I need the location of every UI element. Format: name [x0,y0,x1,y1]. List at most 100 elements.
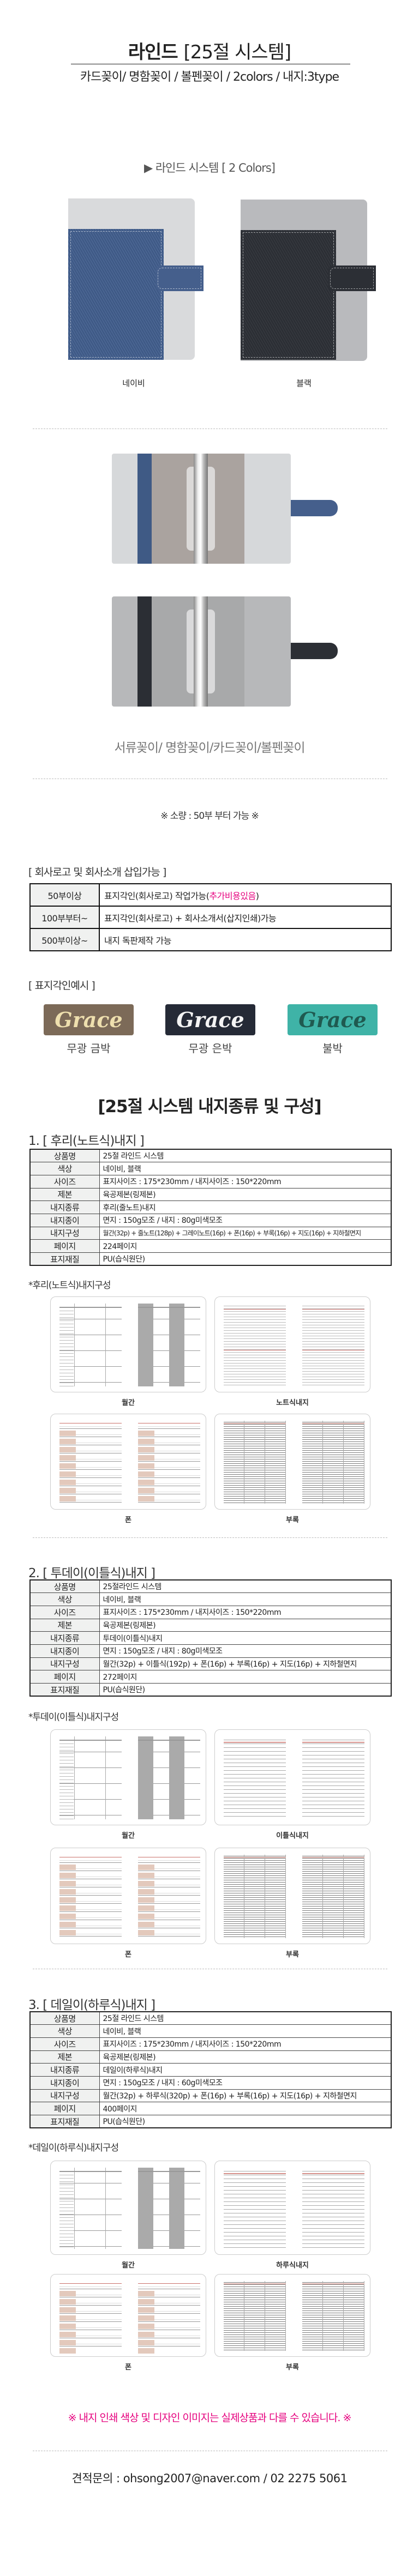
spec-value: 면지 : 150g모조 / 내지 : 80g미색모조 [99,1213,392,1227]
section-heading: 2. [ 투데이(이틀식)내지 ] [28,1566,155,1580]
spec-label: 제본 [29,1618,100,1632]
page-monthly [138,1736,200,1819]
description: 내지 독판제작 가능 [104,935,171,946]
qty-cell: 100부부터~ [29,906,100,929]
spec-label: 제본 [29,1187,100,1202]
spec-row: 제본 육공제본(링제본) [29,2050,392,2064]
spec-value: 월간(32p) + 줄노트(128p) + 그레이노트(16p) + 폰(16p… [99,1226,392,1240]
page-sample-caption: 부록 [286,2363,299,2372]
spec-value: 표지사이즈 : 175*230mm / 내지사이즈 : 150*220mm [99,1605,392,1619]
spec-row: 페이지 272페이지 [29,1670,392,1684]
page-phone [138,2281,200,2354]
phone-name-box [59,1439,76,1444]
spec-value: 면지 : 150g모조 / 내지 : 80g미색모조 [99,1644,392,1658]
spec-value: 육공제본(링제본) [99,1187,392,1202]
phone-name-box [59,2356,76,2357]
spec-value: 월간(32p) + 이틀식(192p) + 폰(16p) + 부록(16p) +… [99,1657,392,1671]
phone-name-box [59,2324,76,2329]
spec-table: 상품명 25절 라인드 시스템 색상 네이비, 블랙 사이즈 표지사이즈 : 175*23… [29,1149,392,1266]
phone-name-box [138,2340,154,2345]
phone-name-box [59,1889,76,1895]
stamp-label: 무광 금박 [67,1042,111,1055]
spec-label: 내지종류 [29,1631,100,1645]
spec-value: 후리(줄노트)내지 [99,1200,392,1214]
phone-name-box [138,1873,154,1878]
spec-label: 색상 [29,1162,100,1175]
spec-value: 표지사이즈 : 175*230mm / 내지사이즈 : 150*220mm [99,1174,392,1189]
phone-name-box [59,1905,76,1911]
page-sample-monthly [50,1296,206,1392]
spec-value: 네이비, 블랙 [99,2024,392,2038]
phone-name-box [138,1471,154,1477]
phone-name-box [59,2299,76,2304]
phone-name-box [59,1897,76,1903]
phone-name-box [59,1881,76,1886]
phone-name-box [138,1439,154,1444]
page-sample-caption: 노트식내지 [276,1399,309,1407]
spec-value: 224페이지 [99,1239,392,1253]
phone-name-box [138,1905,154,1911]
spec-label: 페이지 [29,1670,100,1684]
spec-label: 제본 [29,2050,100,2064]
logo-option-row: 100부부터~ 표지각인(회사로고) + 회사소개서(삽지인쇄)가능 [29,906,392,929]
composition-heading: *데일이(하루식)내지구성 [28,2143,119,2153]
page-sample-monthly [50,2161,206,2255]
phone-name-box [138,1922,154,1927]
spec-value: PU(습식원단) [99,2115,392,2128]
stamp-example-3: Grace [288,1004,378,1035]
spec-label: 내지구성 [29,1657,100,1671]
spec-row: 내지종류 데일이(하루식)내지 [29,2063,392,2077]
spec-value: 400페이지 [99,2102,392,2115]
phone-name-box [138,1881,154,1886]
spec-row: 내지종류 후리(줄노트)내지 [29,1200,392,1214]
moq-note: ※ 소량 : 50부 부터 가능 ※ [160,811,259,822]
page-appendix [302,1855,364,1938]
spec-label: 상품명 [29,1579,100,1594]
page-appendix [224,2281,286,2351]
spec-row: 내지종이 면지 : 150g모조 / 내지 : 80g미색모조 [29,1213,392,1227]
page-monthly [138,1304,200,1386]
title-bracket: [25절 시스템] [183,41,291,63]
divider [33,1537,387,1538]
phone-name-box [138,2356,154,2357]
page-daily [224,2168,286,2249]
stamp-label: 불박 [322,1042,343,1055]
spec-value: 25절라인드 시스템 [99,1579,392,1594]
page-monthly [138,2168,200,2249]
page-sample-caption: 하루식내지 [276,2261,309,2270]
phone-name-box [59,1922,76,1927]
phone-name-box [59,1471,76,1477]
notes-column [59,1308,74,1386]
spec-value: 육공제본(링제본) [99,1618,392,1632]
section-heading: 1. [ 후리(노트식)내지 ] [28,1134,145,1148]
spec-label: 내지종이 [29,1213,100,1227]
notice: ※ 내지 인쇄 색상 및 디자인 이미지는 실제상품과 다를 수 있습니다. ※ [0,2410,419,2424]
page-sample-phone [50,1414,206,1510]
phone-name-box [138,1480,154,1485]
logo-heading: [ 회사로고 및 회사소개 삽입가능 ] [28,866,166,878]
logo-option-row: 50부이상 표지각인(회사로고) 작업가능(추가비용있음) [29,883,392,907]
page-phone [59,2281,122,2354]
page-daily [302,2168,364,2249]
spec-row: 색상 네이비, 블랙 [29,1162,392,1175]
spec-value: 표지사이즈 : 175*230mm / 내지사이즈 : 150*220mm [99,2037,392,2051]
qty-cell: 500부이상~ [29,928,100,951]
spec-value: PU(습식원단) [99,1683,392,1697]
spec-row: 제본 육공제본(링제본) [29,1618,392,1632]
phone-name-box [59,1873,76,1878]
page-phone [59,1855,122,1938]
phone-name-box [59,1431,76,1436]
phone-name-box [138,1496,154,1501]
spec-value: PU(습식원단) [99,1252,392,1266]
description: 표지각인(회사로고) + 회사소개서(삽지인쇄)가능 [104,913,277,924]
spec-label: 내지구성 [29,2089,100,2103]
page-appendix [224,1855,286,1938]
spec-row: 내지구성 월간(32p) + 이틀식(192p) + 폰(16p) + 부록(16… [29,1657,392,1671]
phone-name-box [138,2348,154,2354]
spec-label: 페이지 [29,1239,100,1253]
spec-value: 육공제본(링제본) [99,2050,392,2064]
spec-value: 네이비, 블랙 [99,1592,392,1606]
page-lined [302,1304,364,1386]
phone-name-box [59,1463,76,1469]
page-sample-appendix [214,1848,370,1944]
